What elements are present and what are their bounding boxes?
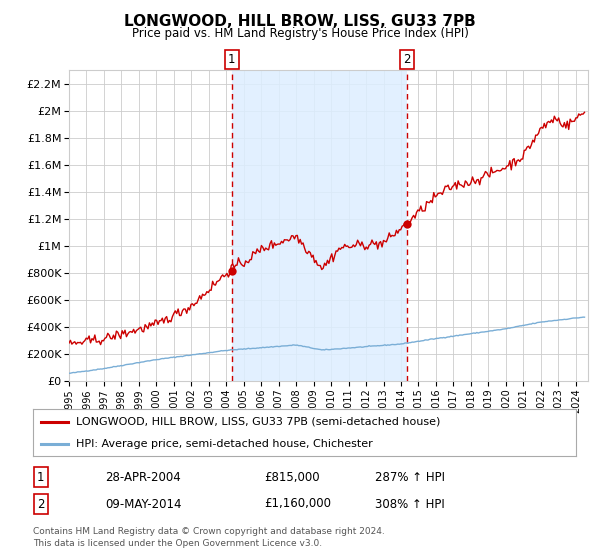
Text: 2: 2 (37, 497, 44, 511)
Text: 1: 1 (228, 53, 236, 66)
Text: £1,160,000: £1,160,000 (264, 497, 331, 511)
Bar (232, 70, 407, 381)
Text: 09-MAY-2014: 09-MAY-2014 (105, 497, 182, 511)
Text: This data is licensed under the Open Government Licence v3.0.: This data is licensed under the Open Gov… (33, 539, 322, 548)
Text: LONGWOOD, HILL BROW, LISS, GU33 7PB (semi-detached house): LONGWOOD, HILL BROW, LISS, GU33 7PB (sem… (76, 417, 441, 427)
Text: 287% ↑ HPI: 287% ↑ HPI (375, 470, 445, 484)
Text: 1: 1 (37, 470, 44, 484)
Text: 308% ↑ HPI: 308% ↑ HPI (375, 497, 445, 511)
Text: Price paid vs. HM Land Registry's House Price Index (HPI): Price paid vs. HM Land Registry's House … (131, 27, 469, 40)
Text: £815,000: £815,000 (264, 470, 320, 484)
Text: 28-APR-2004: 28-APR-2004 (105, 470, 181, 484)
Text: HPI: Average price, semi-detached house, Chichester: HPI: Average price, semi-detached house,… (76, 438, 373, 449)
Text: LONGWOOD, HILL BROW, LISS, GU33 7PB: LONGWOOD, HILL BROW, LISS, GU33 7PB (124, 14, 476, 29)
Text: Contains HM Land Registry data © Crown copyright and database right 2024.: Contains HM Land Registry data © Crown c… (33, 528, 385, 536)
Text: 2: 2 (404, 53, 411, 66)
